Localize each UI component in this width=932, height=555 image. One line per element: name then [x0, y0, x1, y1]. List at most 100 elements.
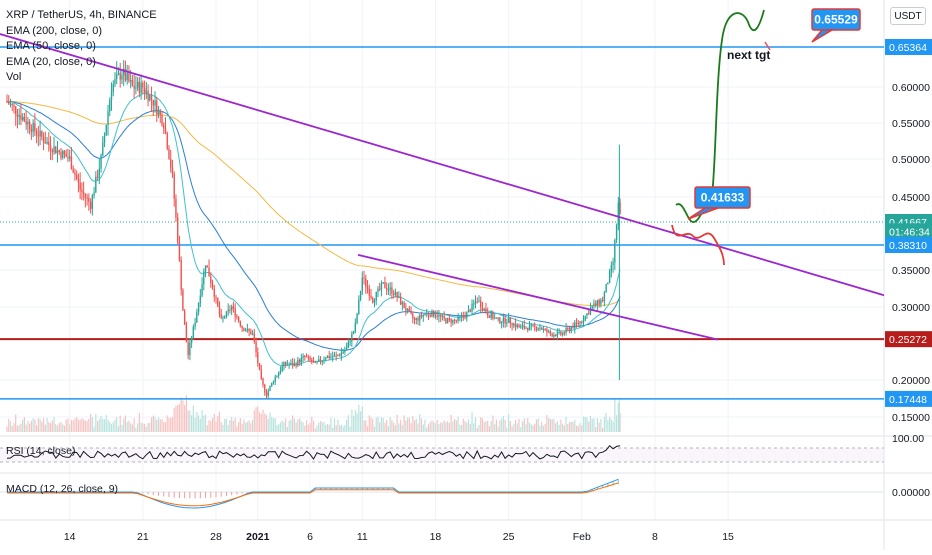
candle-body: [395, 292, 396, 295]
volume-bar: [475, 417, 476, 432]
candle-body: [64, 151, 65, 154]
candle-body: [489, 316, 490, 318]
volume-bar: [247, 422, 248, 432]
candle-body: [306, 356, 307, 357]
volume-bar: [19, 425, 20, 432]
volume-bar: [195, 418, 196, 432]
volume-bar: [595, 427, 596, 432]
price-tick-label: 0.55000: [892, 118, 930, 130]
candle-body: [409, 309, 410, 311]
volume-bar: [53, 417, 54, 432]
candle-body: [470, 310, 471, 312]
volume-bar: [511, 426, 512, 432]
volume-bar: [362, 406, 363, 432]
candle-body: [285, 362, 286, 365]
candle-body: [41, 131, 42, 137]
candle-body: [102, 143, 103, 156]
volume-bar: [48, 422, 49, 432]
volume-bar: [52, 420, 53, 432]
candle-body: [269, 386, 270, 391]
volume-bar: [592, 419, 593, 432]
volume-bar: [210, 421, 211, 432]
volume-bar: [484, 422, 485, 432]
candle-body: [25, 121, 26, 124]
candle-body: [565, 328, 566, 333]
indicator-ema200[interactable]: EMA (200, close, 0): [6, 24, 157, 40]
volume-bar: [191, 415, 192, 432]
volume-bar: [405, 420, 406, 432]
volume-bar: [261, 414, 262, 432]
candle-body: [574, 323, 575, 329]
candle-body: [412, 314, 413, 319]
volume-bar: [228, 425, 229, 432]
candle-body: [257, 352, 258, 363]
volume-bar: [426, 427, 427, 432]
indicator-ema50[interactable]: EMA (50, close, 0): [6, 39, 157, 55]
candle-body: [417, 318, 418, 320]
volume-bar: [440, 422, 441, 432]
volume-bar: [323, 422, 324, 432]
macd-histogram-bar: [210, 492, 211, 498]
price-label: 01:46:34: [889, 226, 930, 238]
indicator-ema20[interactable]: EMA (20, close, 0): [6, 55, 157, 71]
volume-bar: [271, 417, 272, 432]
volume-bar: [562, 424, 563, 432]
candle-body: [10, 104, 11, 105]
candle-body: [494, 318, 495, 319]
volume-bar: [492, 416, 493, 432]
macd-histogram-bar: [148, 492, 149, 494]
volume-bar: [419, 414, 420, 432]
candle-body: [290, 363, 291, 364]
candle-body: [600, 300, 601, 305]
candle-body: [497, 318, 498, 319]
candle-body: [32, 123, 33, 132]
rsi-label[interactable]: RSI (14, close): [6, 445, 75, 457]
volume-bar: [224, 419, 225, 432]
currency-selector[interactable]: USDT: [890, 7, 926, 25]
volume-bar: [579, 423, 580, 432]
candle-body: [167, 133, 168, 149]
symbol-title: XRP / TetherUS, 4h, BINANCE: [6, 8, 157, 24]
volume-bar: [567, 424, 568, 432]
candle-body: [571, 327, 572, 330]
macd-histogram-bar: [158, 492, 159, 496]
candle-body: [414, 318, 415, 320]
candle-body: [144, 87, 145, 92]
volume-bar: [365, 420, 366, 432]
candle-body: [67, 157, 68, 158]
indicator-volume[interactable]: Vol: [6, 70, 157, 86]
volume-bar: [254, 410, 255, 432]
volume-bar: [606, 413, 607, 432]
volume-bar: [449, 423, 450, 432]
annotation-target-price-tail: [812, 30, 832, 42]
candle-body: [78, 179, 79, 183]
candle-body: [15, 106, 16, 114]
candle-body: [221, 314, 222, 318]
candle-body: [174, 174, 175, 199]
volume-bar: [203, 416, 204, 432]
candle-body: [445, 318, 446, 323]
volume-bar: [430, 422, 431, 432]
candle-body: [365, 278, 366, 286]
price-label: 0.38310: [889, 240, 927, 252]
candle-body: [268, 391, 269, 396]
rsi-axis-label: 100.00: [892, 433, 924, 445]
volume-bar: [416, 419, 417, 432]
candle-body: [457, 317, 458, 321]
candle-body: [247, 329, 248, 331]
candle-body: [567, 328, 568, 329]
volume-bar: [600, 419, 601, 432]
volume-bar: [219, 412, 220, 432]
volume-bar: [315, 429, 316, 432]
volume-bar: [142, 423, 143, 432]
candle-body: [104, 135, 105, 142]
macd-label[interactable]: MACD (12, 26, close, 9): [6, 483, 118, 495]
volume-bar: [586, 418, 587, 432]
candle-body: [55, 146, 56, 153]
volume-bar: [348, 415, 349, 432]
volume-bar: [182, 400, 183, 432]
volume-bar: [196, 412, 197, 432]
candle-body: [215, 297, 216, 298]
candle-body: [400, 297, 401, 305]
